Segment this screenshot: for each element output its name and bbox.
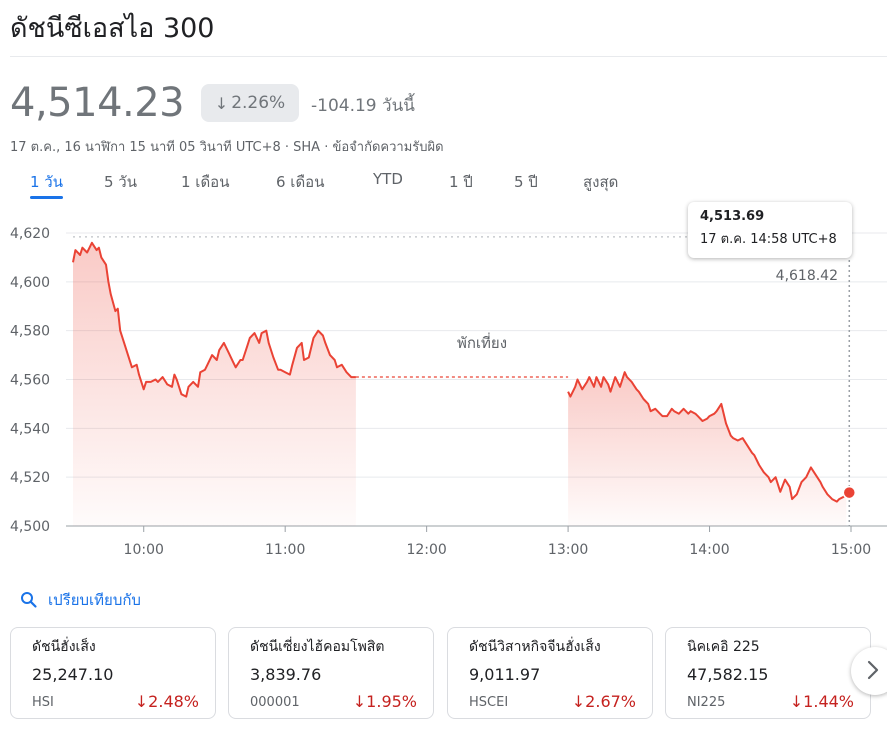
arrow-down-icon: ↓: [134, 692, 149, 711]
series-morning-line: [72, 241, 356, 398]
price-line: [72, 241, 857, 503]
previous-close-label: 4,618.42: [776, 268, 838, 284]
series-afternoon-line: [567, 371, 848, 503]
x-tick-label: 10:00: [124, 542, 164, 558]
compare-label: เปรียบเทียบกับ: [48, 591, 141, 609]
card-value: 25,247.10: [32, 665, 114, 684]
tab-1-day[interactable]: 1 วัน: [30, 170, 63, 200]
card-name: ดัชนีฮั่งเส็ง: [32, 639, 96, 655]
card-symbol: HSCEI: [469, 695, 509, 710]
card-change-value: 1.95%: [366, 692, 417, 711]
tab-1-month[interactable]: 1 เดือน: [181, 173, 230, 191]
compare-card-nikkei[interactable]: นิคเคอิ 225 47,582.15 NI225 ↓1.44%: [665, 627, 871, 719]
compare-card-hscei[interactable]: ดัชนีวิสาหกิจจีนฮั่งเส็ง 9,011.97 HSCEI …: [447, 627, 653, 719]
chevron-right-icon: [867, 660, 879, 680]
change-absolute: -104.19 วันนี้: [311, 96, 415, 116]
card-value: 3,839.76: [250, 665, 322, 684]
change-percent: 2.26%: [231, 93, 286, 113]
arrow-down-icon: ↓: [571, 692, 586, 711]
price-area: [73, 242, 847, 527]
compare-card-sse[interactable]: ดัชนีเซี่ยงไฮ้คอมโพสิต 3,839.76 000001 ↓…: [228, 627, 434, 719]
series-afternoon-area: [568, 372, 847, 526]
hover-tooltip: 4,513.69 17 ต.ค. 14:58 UTC+8: [688, 202, 852, 258]
next-cards-button[interactable]: [851, 647, 887, 695]
tooltip-value: 4,513.69: [700, 209, 765, 224]
arrow-down-icon: ↓: [789, 692, 804, 711]
search-icon: [21, 592, 37, 608]
arrow-down-icon: ↓: [352, 692, 367, 711]
tab-5-days[interactable]: 5 วัน: [104, 173, 137, 191]
y-tick-label: 4,500: [10, 519, 50, 535]
card-name: นิคเคอิ 225: [687, 639, 760, 655]
x-tick-label: 12:00: [406, 542, 446, 558]
x-tick-label: 15:00: [831, 542, 871, 558]
tab-6-months[interactable]: 6 เดือน: [276, 173, 325, 191]
x-tick-label: 14:00: [689, 542, 729, 558]
y-tick-label: 4,580: [10, 324, 50, 340]
card-change-value: 1.44%: [803, 692, 854, 711]
card-value: 9,011.97: [469, 665, 541, 684]
divider: [10, 56, 887, 57]
y-tick-label: 4,540: [10, 421, 50, 437]
card-name: ดัชนีเซี่ยงไฮ้คอมโพสิต: [250, 639, 385, 655]
tab-1-year[interactable]: 1 ปี: [449, 173, 473, 191]
y-tick-label: 4,560: [10, 373, 50, 389]
card-symbol: 000001: [250, 695, 300, 710]
card-name: ดัชนีวิสาหกิจจีนฮั่งเส็ง: [469, 639, 601, 655]
tab-5-years[interactable]: 5 ปี: [514, 173, 538, 191]
quote-meta: 17 ต.ค., 16 นาฬิกา 15 นาที 05 วินาที UTC…: [10, 140, 444, 155]
card-change: ↓1.95%: [353, 692, 417, 711]
compare-button[interactable]: เปรียบเทียบกับ: [20, 588, 141, 612]
y-tick-label: 4,520: [10, 470, 50, 486]
arrow-down-icon: ↓: [214, 93, 229, 113]
card-symbol: NI225: [687, 695, 726, 710]
page-title: ดัชนีซีเอสไอ 300: [10, 13, 215, 44]
y-tick-label: 4,620: [10, 226, 50, 242]
tab-max[interactable]: สูงสุด: [583, 173, 619, 191]
change-percent-badge: ↓ 2.26%: [201, 84, 299, 122]
current-price: 4,514.23: [10, 80, 185, 126]
card-change: ↓2.67%: [572, 692, 636, 711]
y-tick-label: 4,600: [10, 275, 50, 291]
price-chart[interactable]: 4,500 4,520 4,540 4,560 4,580 4,600 4,620 10:00…: [0, 200, 887, 575]
compare-card-hsi[interactable]: ดัชนีฮั่งเส็ง 25,247.10 HSI ↓2.48%: [10, 627, 216, 719]
tab-ytd[interactable]: YTD: [373, 170, 403, 188]
series-morning-area: [73, 242, 356, 527]
axis-labels: 4,500 4,520 4,540 4,560 4,580 4,600 4,620 10:00…: [10, 226, 871, 558]
x-tick-label: 11:00: [265, 542, 305, 558]
card-change: ↓1.44%: [790, 692, 854, 711]
x-tick-label: 13:00: [548, 542, 588, 558]
tooltip-time: 17 ต.ค. 14:58 UTC+8: [700, 232, 837, 247]
last-point-marker: [842, 485, 857, 500]
card-change: ↓2.48%: [135, 692, 199, 711]
card-change-value: 2.67%: [585, 692, 636, 711]
card-change-value: 2.48%: [148, 692, 199, 711]
card-symbol: HSI: [32, 695, 54, 710]
lunch-break-label: พักเที่ยง: [457, 332, 507, 352]
card-value: 47,582.15: [687, 665, 769, 684]
